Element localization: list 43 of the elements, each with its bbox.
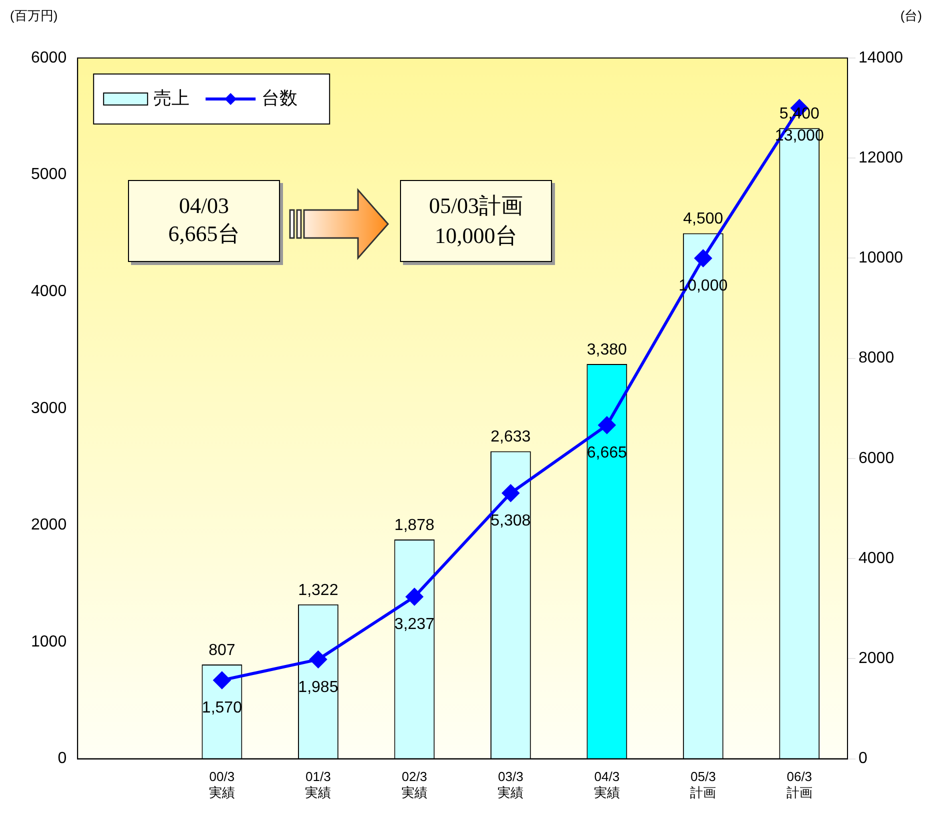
legend-label: 台数 — [262, 88, 298, 108]
y-tick-label: 1000 — [31, 633, 67, 650]
data-label: 1,322 — [298, 582, 338, 599]
text-box: 04/03 6,665台 — [128, 180, 280, 262]
point — [213, 672, 230, 689]
x-tick-label: 00/3 実績 — [208, 769, 235, 800]
y2-tick-label: 0 — [858, 750, 868, 768]
y-axis-title: (百万円) — [10, 8, 58, 24]
y2-axis-title: (台) — [900, 8, 922, 24]
text-box: 05/03計画 10,000台 — [400, 180, 552, 262]
y2-tick-label: 4000 — [858, 550, 894, 567]
x-tick-label: 04/3 実績 — [594, 769, 620, 800]
y2-tick-label: 10000 — [858, 250, 904, 267]
legend-label: 売上 — [154, 88, 190, 108]
data-label: 1,985 — [298, 678, 338, 696]
y-tick-label: 5000 — [31, 166, 67, 184]
y2-tick-label: 6000 — [858, 450, 894, 467]
point — [694, 250, 712, 267]
y-tick-label: 4000 — [31, 283, 67, 300]
data-label: 2,633 — [490, 428, 531, 446]
y-tick-label: 3000 — [31, 400, 67, 417]
x-tick-label: 03/3 実績 — [498, 769, 524, 800]
data-label: 3,380 — [586, 341, 628, 358]
data-label: 3,237 — [394, 616, 435, 634]
point — [598, 416, 616, 434]
y2-tick-label: 12000 — [858, 150, 904, 167]
x-tick-label: 02/3 実績 — [401, 769, 428, 800]
data-label: 1,570 — [202, 700, 242, 717]
point — [502, 484, 520, 502]
y2-tick-label: 2000 — [858, 650, 894, 668]
y-tick-label: 0 — [58, 750, 67, 768]
data-label: 1,878 — [394, 516, 435, 534]
point — [406, 588, 423, 606]
y-tick-label: 2000 — [31, 516, 67, 534]
point — [310, 650, 327, 668]
data-label: 807 — [208, 642, 236, 659]
y2-tick-label: 14000 — [858, 49, 904, 66]
x-tick-label: 01/3 実績 — [305, 769, 332, 800]
y-tick-label: 6000 — [31, 49, 67, 66]
x-tick-label: 05/3 計画 — [690, 769, 716, 800]
data-label: 4,500 — [683, 210, 724, 228]
x-tick-label: 06/3 計画 — [786, 769, 812, 800]
y2-tick-label: 8000 — [858, 350, 894, 367]
